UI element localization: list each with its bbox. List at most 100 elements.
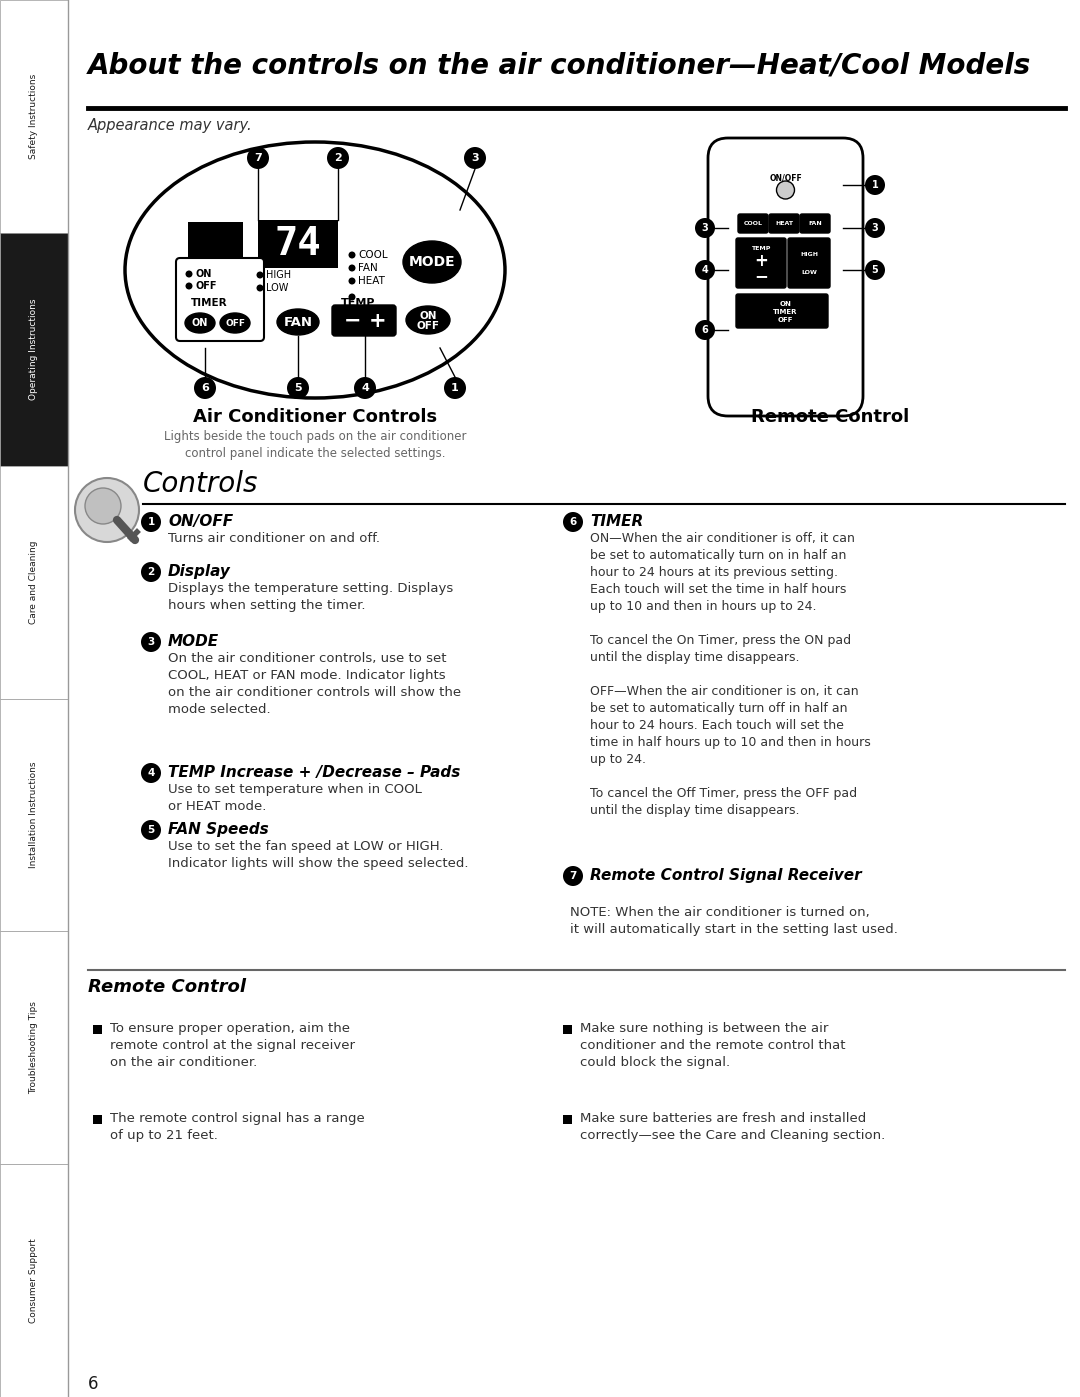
FancyBboxPatch shape [800,214,831,233]
Bar [563,1115,572,1125]
Circle shape [194,377,216,400]
Bar [258,219,338,268]
Text: 1: 1 [451,383,459,393]
Text: Air Conditioner Controls: Air Conditioner Controls [193,408,437,426]
Text: LOW: LOW [266,284,288,293]
Text: Remote Control Signal Receiver: Remote Control Signal Receiver [590,868,862,883]
Ellipse shape [125,142,505,398]
Bar [93,1115,102,1125]
Text: Troubleshooting Tips: Troubleshooting Tips [29,1002,39,1094]
Circle shape [777,182,795,198]
Text: MODE: MODE [408,256,456,270]
Text: Lights beside the touch pads on the air conditioner
control panel indicate the s: Lights beside the touch pads on the air … [164,430,467,460]
Circle shape [349,264,355,271]
Circle shape [257,271,264,278]
Text: 6: 6 [201,383,208,393]
Ellipse shape [403,242,461,284]
Text: 6: 6 [702,326,708,335]
Circle shape [75,478,139,542]
FancyBboxPatch shape [735,293,828,328]
Bar [0,1164,68,1397]
Text: FAN: FAN [357,263,378,272]
Text: ON/OFF: ON/OFF [769,173,801,183]
Text: TEMP Increase + /Decrease – Pads: TEMP Increase + /Decrease – Pads [168,766,460,780]
Text: +: + [754,251,768,270]
Text: Care and Cleaning: Care and Cleaning [29,541,39,624]
Text: Remote Control: Remote Control [752,408,909,426]
Bar [0,233,68,465]
Text: 5: 5 [294,383,301,393]
Text: ON: ON [419,312,436,321]
Text: HEAT: HEAT [775,221,793,226]
Circle shape [141,820,161,840]
Circle shape [141,511,161,532]
Text: +: + [369,312,387,331]
Text: HEAT: HEAT [357,277,384,286]
Circle shape [247,147,269,169]
Text: 2: 2 [334,154,342,163]
FancyBboxPatch shape [332,305,396,337]
Circle shape [287,377,309,400]
Circle shape [85,488,121,524]
Text: 5: 5 [147,826,154,835]
FancyBboxPatch shape [708,138,863,416]
Text: TEMP: TEMP [752,246,771,250]
Text: To ensure proper operation, aim the
remote control at the signal receiver
on the: To ensure proper operation, aim the remo… [110,1023,355,1069]
Text: LOW: LOW [801,270,816,274]
Text: 6: 6 [569,517,577,527]
FancyBboxPatch shape [735,237,786,288]
Text: ON: ON [195,270,212,279]
Text: NOTE: When the air conditioner is turned on,
it will automatically start in the : NOTE: When the air conditioner is turned… [570,907,897,936]
Text: MODE: MODE [168,634,219,650]
Text: Operating Instructions: Operating Instructions [29,299,39,400]
Text: TIMER: TIMER [590,514,644,529]
Text: ON: ON [192,319,208,328]
Text: TIMER: TIMER [773,309,798,314]
Circle shape [141,562,161,583]
Circle shape [349,278,355,285]
Ellipse shape [185,313,215,332]
Text: About the controls on the air conditioner—Heat/Cool Models: About the controls on the air conditione… [87,52,1031,80]
Circle shape [141,763,161,782]
Circle shape [696,320,715,339]
Text: −: − [754,267,768,285]
Text: FAN Speeds: FAN Speeds [168,821,269,837]
Text: 1: 1 [147,517,154,527]
Circle shape [563,866,583,886]
Bar [563,1025,572,1034]
Text: Make sure nothing is between the air
conditioner and the remote control that
cou: Make sure nothing is between the air con… [580,1023,846,1069]
Circle shape [141,631,161,652]
Text: 4: 4 [702,265,708,275]
Circle shape [444,377,465,400]
Text: Controls: Controls [143,469,258,497]
Text: 3: 3 [702,224,708,233]
Text: HIGH: HIGH [266,270,292,279]
Bar [93,1025,102,1034]
Bar [0,0,68,233]
Text: Installation Instructions: Installation Instructions [29,761,39,868]
Text: Make sure batteries are fresh and installed
correctly—see the Care and Cleaning : Make sure batteries are fresh and instal… [580,1112,886,1141]
Circle shape [696,218,715,237]
Text: HIGH: HIGH [800,251,818,257]
Text: On the air conditioner controls, use to set
COOL, HEAT or FAN mode. Indicator li: On the air conditioner controls, use to … [168,652,461,717]
Text: 1: 1 [872,180,878,190]
Text: Consumer Support: Consumer Support [29,1238,39,1323]
Circle shape [865,175,885,196]
Circle shape [257,285,264,292]
Bar [188,222,243,267]
Text: 5: 5 [872,265,878,275]
Text: FAN: FAN [283,316,312,328]
Circle shape [186,282,192,289]
Circle shape [349,251,355,258]
Text: 2: 2 [147,567,154,577]
Text: The remote control signal has a range
of up to 21 feet.: The remote control signal has a range of… [110,1112,365,1141]
FancyBboxPatch shape [176,258,264,341]
Circle shape [696,260,715,279]
Circle shape [327,147,349,169]
Text: 4: 4 [361,383,369,393]
FancyBboxPatch shape [769,214,799,233]
Text: Turns air conditioner on and off.: Turns air conditioner on and off. [168,532,380,545]
Text: TEMP: TEMP [341,298,375,307]
Text: ON/OFF: ON/OFF [168,514,233,529]
Text: TIMER: TIMER [191,298,228,307]
